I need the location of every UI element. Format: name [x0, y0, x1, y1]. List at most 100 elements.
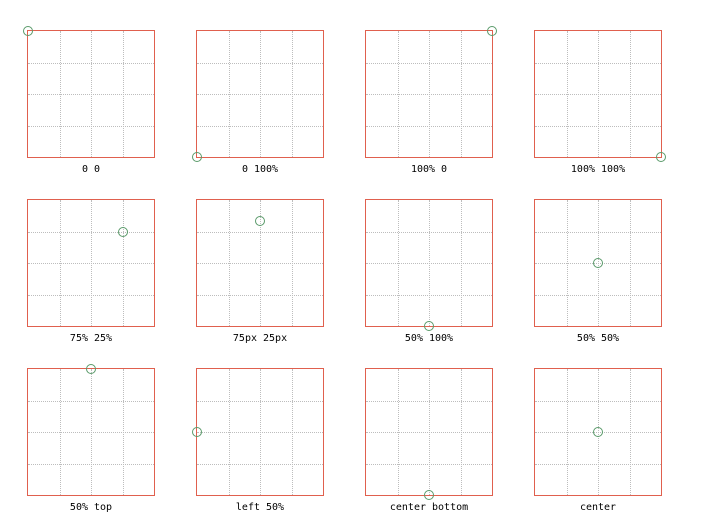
grid-line: [122, 369, 124, 495]
position-marker: [487, 26, 497, 36]
grid-line: [122, 200, 124, 326]
diagram-cell: 50% 50%: [534, 199, 662, 345]
diagram-cell: center bottom: [365, 368, 493, 514]
position-box: [27, 199, 155, 327]
diagram-cell: 50% top: [27, 364, 155, 514]
diagram-cell: 75px 25px: [196, 199, 324, 345]
diagram-label: 50% 100%: [404, 333, 454, 344]
grid-line: [397, 200, 399, 326]
position-box: [192, 30, 324, 162]
grid-line: [366, 125, 492, 127]
grid-line: [535, 94, 661, 95]
position-box: [192, 368, 324, 496]
grid-line: [629, 369, 631, 495]
grid-line: [397, 369, 399, 495]
diagram-cell: 100% 0: [365, 26, 497, 176]
grid-line: [228, 200, 230, 326]
grid-line: [535, 400, 661, 402]
grid-line: [28, 463, 154, 465]
position-marker: [23, 26, 33, 36]
grid-line: [535, 294, 661, 296]
position-marker: [192, 152, 202, 162]
grid-line: [535, 62, 661, 64]
diagram-label: center bottom: [389, 502, 469, 513]
grid-line: [197, 432, 323, 433]
grid-line: [291, 369, 293, 495]
diagram-label: 100% 0: [410, 164, 448, 175]
diagram-label: 0 100%: [241, 164, 279, 175]
grid-line: [366, 294, 492, 296]
grid-line: [366, 231, 492, 233]
grid-line: [366, 463, 492, 465]
position-marker: [86, 364, 96, 374]
position-box: [534, 30, 666, 162]
grid-line: [535, 125, 661, 127]
diagram-cell: 100% 100%: [534, 30, 666, 176]
grid-line: [460, 200, 462, 326]
grid-line: [260, 369, 261, 495]
grid-line: [260, 31, 261, 157]
grid-line: [291, 200, 293, 326]
grid-line: [366, 432, 492, 433]
diagram-cell: 0 0: [23, 26, 155, 176]
grid-line: [91, 31, 92, 157]
grid-line: [197, 94, 323, 95]
position-box: [23, 26, 155, 158]
grid-line: [429, 200, 430, 326]
grid-line: [629, 31, 631, 157]
grid-line: [566, 369, 568, 495]
position-box: [534, 199, 662, 327]
grid-line: [460, 31, 462, 157]
grid-line: [197, 231, 323, 233]
grid-line: [59, 369, 61, 495]
grid-line: [28, 432, 154, 433]
grid-line: [228, 369, 230, 495]
grid-line: [535, 231, 661, 233]
diagram-cell: left 50%: [192, 368, 324, 514]
grid-line: [566, 31, 568, 157]
grid-line: [197, 400, 323, 402]
grid-line: [28, 94, 154, 95]
position-marker: [117, 226, 128, 237]
grid-line: [28, 231, 154, 233]
grid-line: [28, 263, 154, 264]
grid-line: [429, 369, 430, 495]
diagram-cell: 50% 100%: [365, 199, 493, 345]
grid-line: [122, 31, 124, 157]
grid-line: [59, 31, 61, 157]
grid-line: [397, 31, 399, 157]
position-marker: [656, 152, 666, 162]
diagram-label: left 50%: [235, 502, 285, 513]
position-marker: [192, 427, 202, 437]
diagram-label: center: [579, 502, 617, 513]
diagram-cell: 75% 25%: [27, 199, 155, 345]
position-marker: [593, 427, 603, 437]
grid-line: [429, 31, 430, 157]
position-box: [534, 368, 662, 496]
position-box: [365, 368, 493, 500]
position-box: [27, 364, 155, 496]
grid-line: [197, 463, 323, 465]
grid-line: [366, 62, 492, 64]
diagram-cell: 0 100%: [192, 30, 324, 176]
grid-line: [197, 62, 323, 64]
grid-line: [366, 263, 492, 264]
grid-line: [28, 125, 154, 127]
position-marker: [424, 321, 434, 331]
diagram-label: 75% 25%: [69, 333, 113, 344]
grid-line: [598, 31, 599, 157]
position-marker: [255, 216, 265, 227]
grid-line: [366, 94, 492, 95]
grid-line: [28, 400, 154, 402]
position-marker: [424, 490, 434, 500]
grid-line: [566, 200, 568, 326]
position-box: [196, 199, 324, 327]
grid-line: [366, 400, 492, 402]
diagram-label: 50% top: [69, 502, 113, 513]
position-box: [365, 26, 497, 158]
grid-line: [91, 200, 92, 326]
grid-line: [460, 369, 462, 495]
grid-line: [28, 62, 154, 64]
grid-line: [535, 463, 661, 465]
position-box: [365, 199, 493, 331]
